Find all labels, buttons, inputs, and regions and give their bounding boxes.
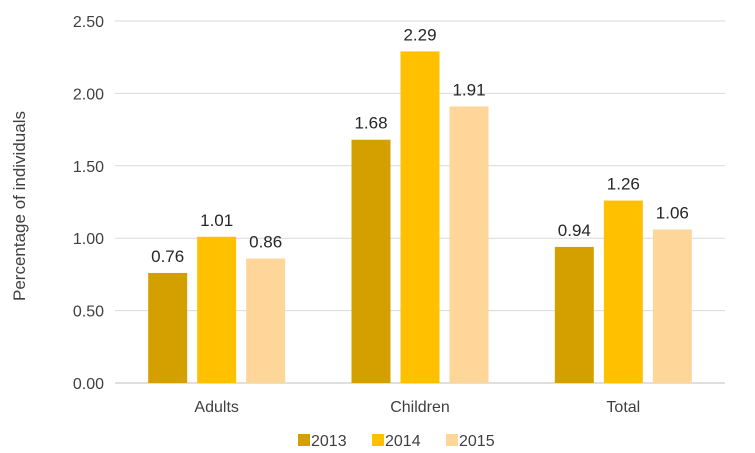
bars: [148, 51, 692, 384]
y-axis-title: Percentage of individuals: [10, 111, 29, 301]
data-label: 1.06: [656, 204, 689, 223]
bar-adults-2014: [197, 236, 237, 383]
legend-label-2014: 2014: [385, 433, 421, 450]
y-tick-label: 1.00: [73, 231, 104, 248]
legend-label-2013: 2013: [311, 433, 347, 450]
x-tick-label: Total: [606, 399, 640, 416]
bar-children-2015: [449, 106, 489, 383]
bar-children-2013: [351, 139, 391, 383]
data-label: 1.91: [452, 80, 485, 99]
y-tick-label: 1.50: [73, 159, 104, 176]
x-tick-label: Children: [390, 399, 450, 416]
bar-total-2014: [603, 200, 643, 383]
y-tick-label: 0.50: [73, 304, 104, 321]
y-tick-label: 0.00: [73, 376, 104, 393]
x-axis-ticks: Adults Children Total: [194, 399, 640, 416]
legend-swatch-2014: [372, 434, 384, 446]
data-label: 0.94: [558, 221, 591, 240]
data-label: 1.68: [354, 114, 387, 133]
data-label: 2.29: [403, 25, 436, 44]
legend-swatch-2013: [298, 434, 310, 446]
data-label: 0.76: [151, 247, 184, 266]
bar-adults-2013: [148, 272, 188, 383]
legend-swatch-2015: [446, 434, 458, 446]
y-axis-ticks: 0.00 0.50 1.00 1.50 2.00 2.50: [73, 14, 104, 393]
bar-children-2014: [400, 51, 440, 384]
bar-total-2013: [554, 246, 594, 383]
y-tick-label: 2.50: [73, 14, 104, 31]
legend-label-2015: 2015: [459, 433, 495, 450]
legend: 2013 2014 2015: [298, 433, 495, 450]
data-label: 1.01: [200, 211, 233, 230]
y-tick-label: 2.00: [73, 86, 104, 103]
bar-total-2015: [652, 229, 692, 383]
data-label: 0.86: [249, 232, 282, 251]
data-label: 1.26: [607, 175, 640, 194]
data-labels: 0.76 1.01 0.86 1.68 2.29 1.91 0.94 1.26 1.06: [151, 25, 689, 266]
x-tick-label: Adults: [194, 399, 238, 416]
bar-adults-2015: [246, 258, 286, 383]
